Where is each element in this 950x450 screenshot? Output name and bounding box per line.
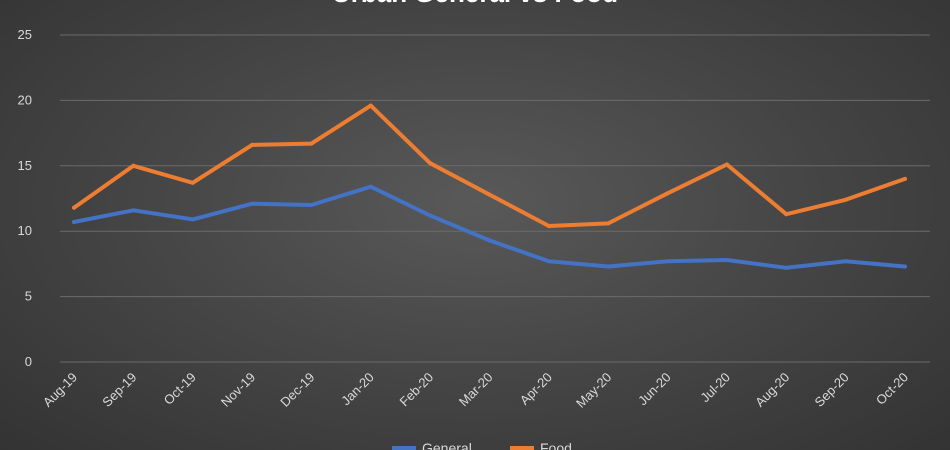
data-point-general [309, 203, 314, 208]
y-tick-label: 15 [18, 158, 32, 173]
data-point-food [843, 197, 848, 202]
data-point-food [546, 223, 551, 228]
x-tick-label: Aug-19 [40, 370, 80, 410]
series-lines [72, 103, 907, 270]
data-point-food [368, 103, 373, 108]
data-point-food [250, 142, 255, 147]
x-tick-label: Apr-20 [517, 370, 555, 408]
y-tick-label: 20 [18, 92, 32, 107]
data-point-food [131, 163, 136, 168]
legend-label: Food [540, 440, 572, 450]
x-tick-label: Mar-20 [456, 370, 496, 410]
x-tick-label: Nov-19 [218, 370, 258, 410]
data-point-general [487, 238, 492, 243]
gridlines [60, 34, 930, 363]
y-axis-tick-labels: 0 5 10 15 20 25 [18, 27, 32, 369]
data-point-general [903, 264, 907, 269]
series-line-general [72, 184, 907, 270]
data-point-general [606, 264, 611, 269]
x-tick-label: Oct-20 [873, 370, 911, 408]
data-point-general [665, 259, 670, 264]
data-point-food [190, 180, 195, 185]
data-point-food [665, 191, 670, 196]
y-tick-label: 5 [25, 289, 32, 304]
data-point-food [487, 192, 492, 197]
data-point-food [606, 221, 611, 226]
data-point-food [309, 141, 314, 146]
x-axis-tick-labels: Aug-19 Sep-19 Oct-19 Nov-19 Dec-19 Jan-20 Feb-… [40, 370, 911, 411]
data-point-food [724, 162, 729, 167]
data-point-general [428, 213, 433, 218]
chart-title: Urban General vs Food [332, 0, 618, 8]
legend: General Food [392, 440, 572, 450]
x-tick-label: Sep-20 [812, 370, 852, 410]
data-point-food [903, 176, 907, 181]
data-point-food [428, 161, 433, 166]
y-tick-label: 10 [18, 223, 32, 238]
x-tick-label: Aug-20 [752, 370, 792, 410]
x-tick-label: Feb-20 [397, 370, 437, 410]
data-point-general [72, 220, 76, 225]
data-point-general [368, 184, 373, 189]
x-tick-label: Sep-19 [99, 370, 139, 410]
data-point-general [784, 265, 789, 270]
data-point-general [724, 257, 729, 262]
y-tick-label: 0 [25, 354, 32, 369]
y-tick-label: 25 [18, 27, 32, 42]
x-tick-label: Oct-19 [161, 370, 199, 408]
data-point-general [250, 201, 255, 206]
data-point-general [843, 259, 848, 264]
legend-label: General [422, 440, 472, 450]
x-tick-label: Jul-20 [697, 370, 733, 406]
x-tick-label: May-20 [573, 370, 614, 411]
data-point-food [784, 212, 789, 217]
data-point-food [72, 205, 76, 210]
data-point-general [546, 259, 551, 264]
x-tick-label: Jan-20 [338, 370, 377, 409]
data-point-general [190, 217, 195, 222]
x-tick-label: Dec-19 [277, 370, 317, 410]
data-point-general [131, 208, 136, 213]
x-tick-label: Jun-20 [635, 370, 674, 409]
